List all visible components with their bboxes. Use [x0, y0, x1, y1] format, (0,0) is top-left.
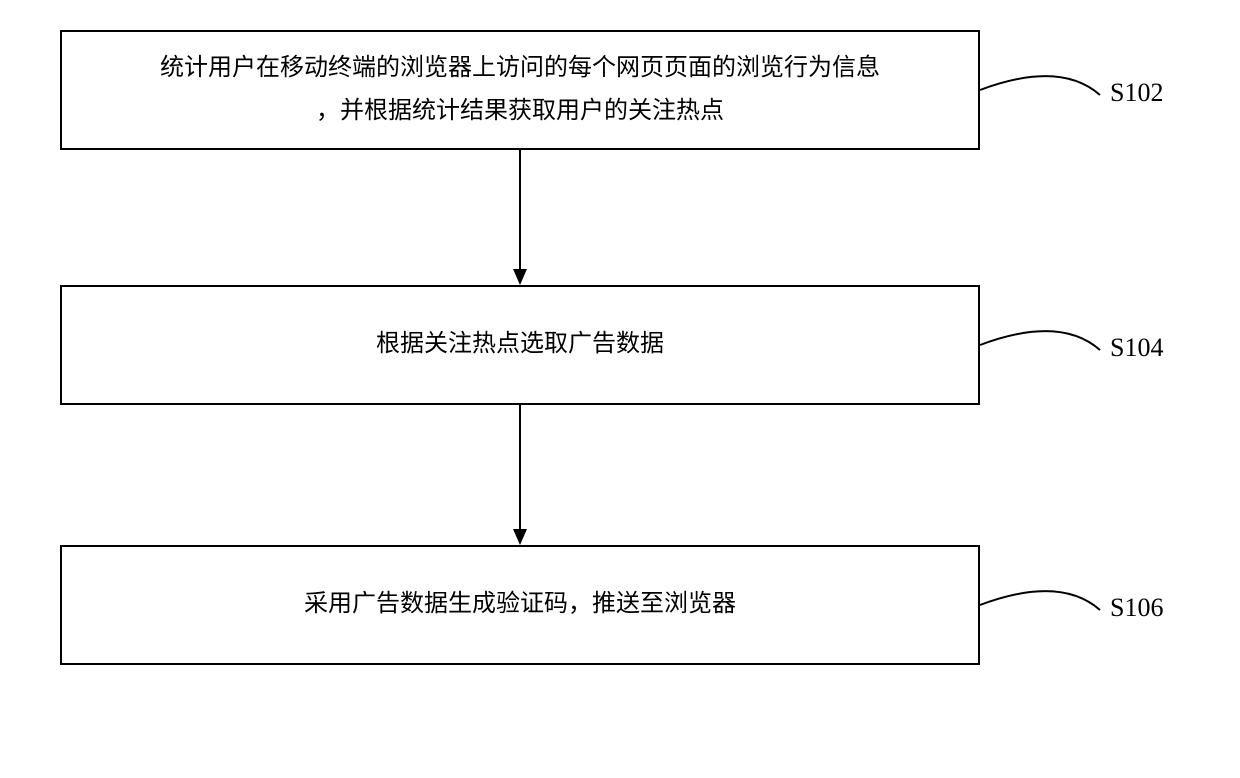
step-label-s106: S106 [1110, 593, 1163, 623]
flowchart-canvas: 统计用户在移动终端的浏览器上访问的每个网页页面的浏览行为信息 ，并根据统计结果获… [0, 0, 1240, 778]
connector-curve-s106 [0, 0, 1240, 778]
